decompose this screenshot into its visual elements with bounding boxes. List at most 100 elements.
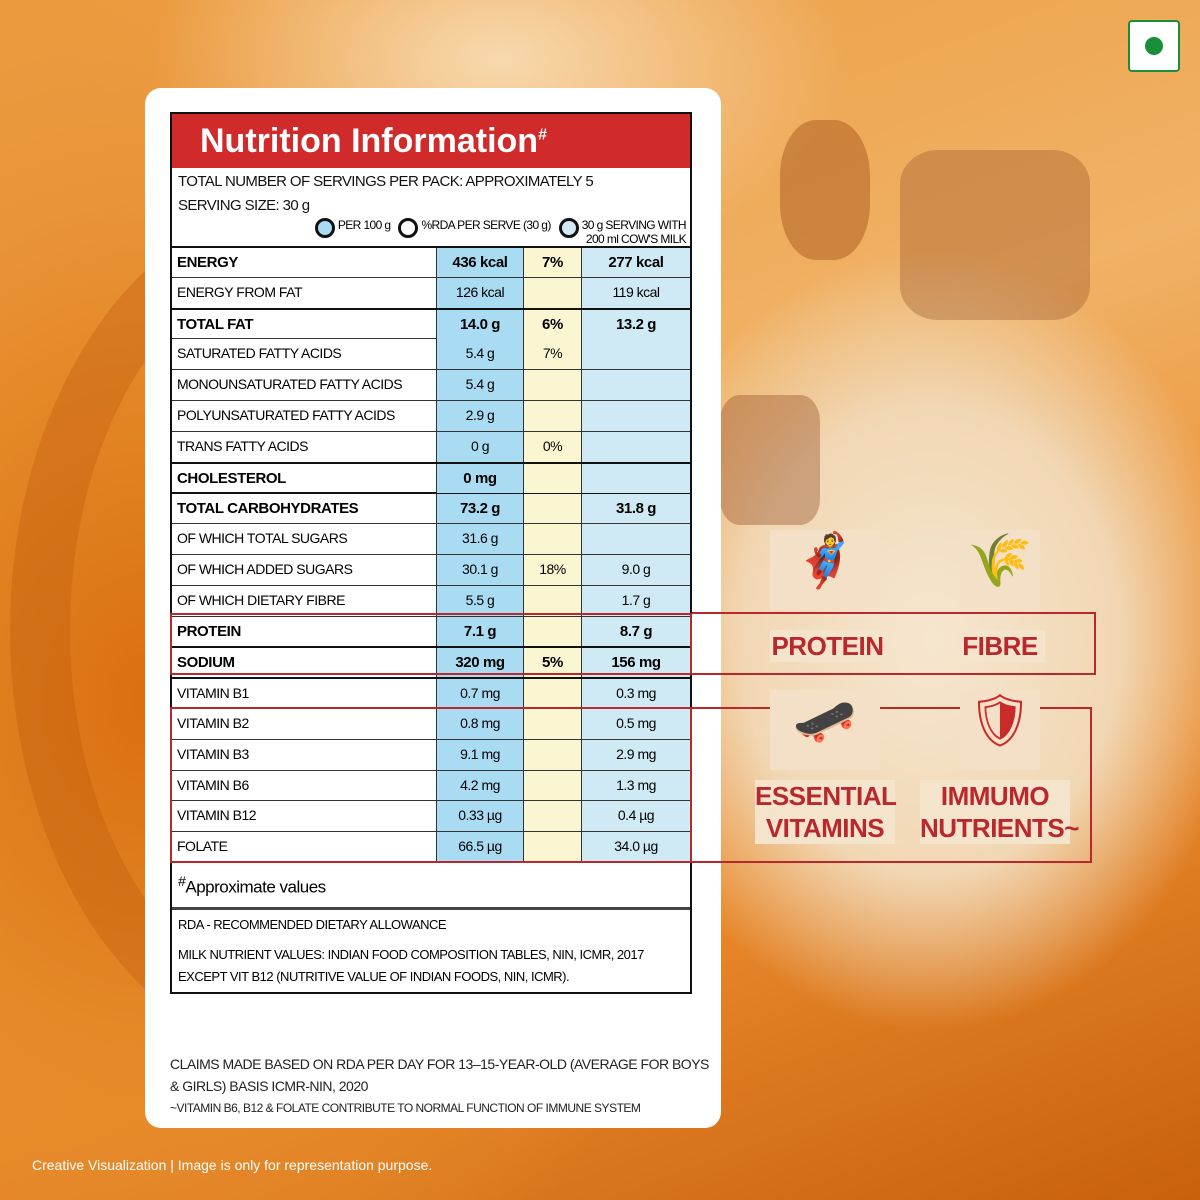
cell-label: FOLATE <box>177 838 228 855</box>
caramel-cube <box>900 150 1090 320</box>
table-row: VITAMIN B2 0.8 mg 0.5 mg <box>172 707 690 739</box>
cell-milk: 1.3 mg <box>581 770 690 801</box>
cell-rda <box>523 616 581 647</box>
table-row: ENERGY 436 kcal 7% 277 kcal <box>172 246 690 277</box>
cell-label: OF WHICH ADDED SUGARS <box>177 560 353 577</box>
cell-milk: 0.3 mg <box>581 679 690 708</box>
cell-per100: 31.6 g <box>436 524 523 554</box>
circle-icon <box>314 218 335 238</box>
cell-rda <box>523 463 581 493</box>
skateboard-kid-icon: 🛹 <box>770 690 880 770</box>
cell-rda <box>523 277 581 308</box>
cell-per100: 5.5 g <box>436 585 523 616</box>
wheat-icon: 🌾 <box>960 530 1040 610</box>
cell-label: TOTAL FAT <box>177 315 254 333</box>
fibre-badge: FIBRE <box>955 630 1045 662</box>
cell-milk <box>581 463 690 493</box>
cell-rda: 6% <box>523 309 581 339</box>
cell-milk: 1.7 g <box>581 585 690 616</box>
cell-rda <box>523 832 581 862</box>
essential-vitamins-badge: ESSENTIAL VITAMINS <box>755 780 897 844</box>
cell-milk: 13.2 g <box>581 309 690 339</box>
circle-icon <box>398 218 419 238</box>
title-text: Nutrition Information <box>200 122 539 160</box>
cell-rda <box>523 739 581 770</box>
cell-rda <box>523 494 581 524</box>
cell-rda <box>523 400 581 431</box>
cell-per100: 0 mg <box>436 463 523 493</box>
cell-rda <box>523 770 581 801</box>
cell-label: VITAMIN B12 <box>177 807 257 824</box>
table-row: FOLATE 66.5 µg 34.0 µg <box>172 831 690 862</box>
table-row: OF WHICH TOTAL SUGARS 31.6 g <box>172 523 690 554</box>
table-rows: ENERGY 436 kcal 7% 277 kcal ENERGY FROM FAT 1… <box>172 246 690 862</box>
cell-milk: 8.7 g <box>581 616 690 647</box>
legend-label: PER 100 g <box>337 218 391 232</box>
cell-per100: 5.4 g <box>436 370 523 400</box>
claims-text: CLAIMS MADE BASED ON RDA PER DAY FOR 13–… <box>170 1056 709 1094</box>
nutrition-table: Nutrition Information# TOTAL NUMBER OF S… <box>170 112 692 994</box>
cell-per100: 30.1 g <box>436 554 523 585</box>
cell-rda: 5% <box>523 648 581 678</box>
approx-text: Approximate values <box>185 877 326 897</box>
cell-per100: 436 kcal <box>436 248 523 277</box>
legend-label: 30 g SERVING WITH <box>581 218 687 232</box>
cell-milk: 156 mg <box>581 648 690 678</box>
cell-per100: 14.0 g <box>436 309 523 339</box>
approx-mark: # <box>178 873 186 890</box>
approx-note: #Approximate values <box>172 861 690 910</box>
column-legend: PER 100 g %RDA PER SERVE (30 g) 30 g SER… <box>172 218 690 246</box>
cell-label: VITAMIN B2 <box>177 714 249 731</box>
table-title: Nutrition Information# <box>172 114 690 168</box>
table-row: SATURATED FATTY ACIDS 5.4 g 7% <box>172 338 690 370</box>
cell-per100: 9.1 mg <box>436 739 523 770</box>
table-row: VITAMIN B3 9.1 mg 2.9 mg <box>172 738 690 770</box>
cell-milk <box>581 400 690 431</box>
milk-note: MILK NUTRIENT VALUES: INDIAN FOOD COMPOS… <box>178 946 644 984</box>
veg-symbol-icon <box>1128 20 1180 72</box>
cell-milk <box>581 431 690 462</box>
protein-badge: PROTEIN <box>770 630 885 662</box>
cell-per100: 5.4 g <box>436 339 523 370</box>
legend-label: %RDA PER SERVE (30 g) <box>421 218 551 232</box>
cell-rda <box>523 585 581 616</box>
cell-milk: 31.8 g <box>581 494 690 524</box>
cell-label: SATURATED FATTY ACIDS <box>177 345 342 362</box>
cell-rda: 18% <box>523 554 581 585</box>
table-row: TOTAL FAT 14.0 g 6% 13.2 g <box>172 307 690 339</box>
servings-per-pack: TOTAL NUMBER OF SERVINGS PER PACK: APPRO… <box>178 173 594 190</box>
circle-icon <box>558 218 579 238</box>
cell-label: VITAMIN B6 <box>177 776 249 793</box>
table-row: MONOUNSATURATED FATTY ACIDS 5.4 g <box>172 369 690 400</box>
cell-label: MONOUNSATURATED FATTY ACIDS <box>177 376 403 393</box>
cell-per100: 0.8 mg <box>436 708 523 739</box>
cell-per100: 7.1 g <box>436 616 523 647</box>
cell-label: SODIUM <box>177 654 235 672</box>
cell-milk: 9.0 g <box>581 554 690 585</box>
cell-milk: 34.0 µg <box>581 832 690 862</box>
immuno-nutrients-badge: IMMUMO NUTRIENTS~ <box>920 780 1079 844</box>
cell-label: OF WHICH DIETARY FIBRE <box>177 591 345 608</box>
immune-note: ~VITAMIN B6, B12 & FOLATE CONTRIBUTE TO … <box>170 1101 641 1115</box>
protein-fibre-highlight <box>170 613 692 675</box>
cell-milk: 0.5 mg <box>581 708 690 739</box>
table-row: TRANS FATTY ACIDS 0 g 0% <box>172 430 690 462</box>
cell-rda: 0% <box>523 431 581 462</box>
cell-label: OF WHICH TOTAL SUGARS <box>177 530 348 547</box>
protein-fibre-box <box>692 612 1096 675</box>
table-row: VITAMIN B12 0.33 µg 0.4 µg <box>172 800 690 832</box>
cell-milk: 119 kcal <box>581 277 690 308</box>
cell-label: PROTEIN <box>177 622 241 640</box>
cell-per100: 320 mg <box>436 648 523 678</box>
cell-rda <box>523 801 581 832</box>
cell-per100: 4.2 mg <box>436 770 523 801</box>
title-mark: # <box>538 126 547 144</box>
cell-milk: 2.9 mg <box>581 739 690 770</box>
cell-milk: 277 kcal <box>581 248 690 277</box>
cell-rda: 7% <box>523 339 581 370</box>
disclaimer: Creative Visualization | Image is only f… <box>32 1157 433 1173</box>
legend-label: 200 ml COW'S MILK <box>585 232 687 246</box>
cell-label: POLYUNSATURATED FATTY ACIDS <box>177 406 395 423</box>
cell-label: ENERGY <box>177 254 238 271</box>
caramel-cube <box>720 395 820 525</box>
